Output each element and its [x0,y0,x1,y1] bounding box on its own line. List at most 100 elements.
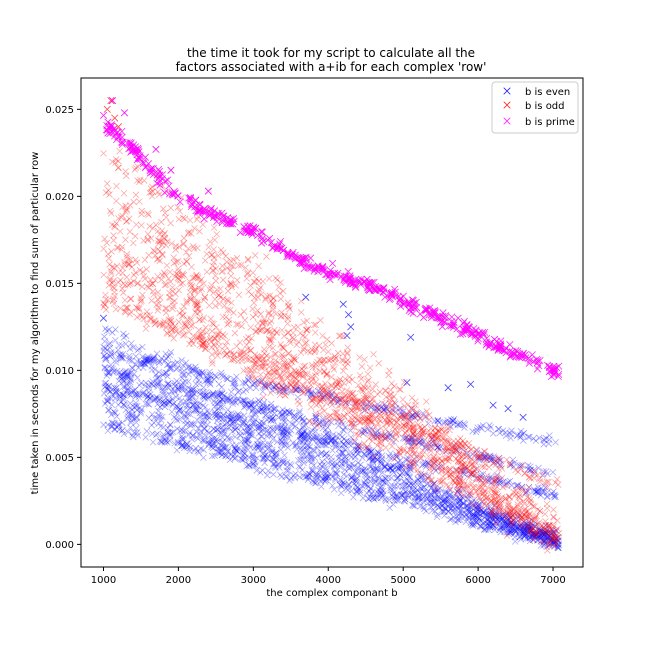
point-b-is-even [540,538,548,546]
point-b-is-even [537,528,545,535]
point-b-is-even [470,513,477,520]
point-b-is-even [298,432,306,439]
point-b-is-even [179,400,186,408]
point-b-is-even [255,424,263,432]
point-b-is-even [196,409,204,417]
point-b-is-even [429,481,437,489]
point-b-is-even [550,539,558,547]
point-b-is-even [303,430,311,437]
point-b-is-even [540,536,548,543]
point-b-is-even [553,527,560,535]
point-b-is-even [353,447,361,455]
point-b-is-even [231,382,238,390]
point-b-is-even [234,388,242,396]
point-b-is-even [140,359,148,367]
point-b-is-even [374,456,382,464]
point-b-is-even [550,529,557,536]
point-b-is-even [524,522,532,529]
point-b-is-even [393,475,401,482]
point-b-is-even [539,530,547,538]
point-b-is-even [414,475,421,482]
point-b-is-even [155,407,162,415]
point-b-is-even [281,419,289,426]
point-b-is-even [212,413,220,420]
point-b-is-even [539,529,547,537]
point-b-is-even [499,525,507,533]
point-b-is-even [299,438,306,446]
point-b-is-even [539,528,547,535]
point-b-is-even [137,379,145,387]
point-b-is-even [421,484,428,491]
point-b-is-even [445,491,453,499]
point-b-is-even [482,512,490,520]
point-b-is-even [293,442,300,449]
point-b-is-even [526,523,534,530]
point-b-is-even [124,370,132,377]
point-b-is-even [195,380,203,388]
point-b-is-even [247,384,254,392]
point-b-is-even [439,497,446,504]
point-b-is-even [214,414,222,422]
point-b-is-even [235,412,242,419]
point-b-is-even [108,351,115,358]
point-b-is-even [278,438,286,445]
point-b-is-even [156,403,164,411]
point-b-is-even [120,369,128,377]
point-b-is-even [245,431,253,438]
point-b-is-even [257,433,265,440]
point-b-is-even [406,473,413,480]
point-b-is-even [122,332,130,340]
point-b-is-even [304,445,311,452]
point-b-is-even [121,368,129,375]
point-b-is-even [179,371,187,379]
point-b-is-even [536,528,543,535]
point-b-is-even [541,533,549,541]
point-b-is-even [401,482,409,490]
point-b-is-even [345,440,352,448]
point-b-is-even [314,442,322,449]
point-b-is-even [103,346,111,354]
point-b-is-even [370,455,377,463]
point-b-is-even [405,488,412,495]
point-b-is-even [488,512,495,520]
point-b-is-even [492,509,500,516]
point-b-is-even [531,532,539,540]
point-b-is-even [210,397,218,404]
point-b-is-even [352,446,360,453]
point-b-is-even [351,462,358,470]
point-b-is-even [282,438,290,446]
point-b-is-even [190,386,197,393]
point-b-is-even [520,529,528,537]
point-b-is-even [145,388,153,396]
point-b-is-even [497,512,505,519]
point-b-is-even [116,373,124,380]
x-tick-label: 4000 [316,575,341,586]
point-b-is-even [406,474,414,481]
point-b-is-even [341,454,349,461]
point-b-is-even [239,420,246,428]
point-b-is-even [311,424,318,431]
point-b-is-even [123,367,130,375]
x-tick-label: 2000 [166,575,191,586]
point-b-is-even [405,463,412,471]
point-b-is-even [297,452,305,459]
point-b-is-even [149,377,156,385]
point-b-is-even [416,489,423,496]
point-b-is-even [189,365,197,373]
point-b-is-even [456,498,464,505]
point-b-is-even [315,434,322,441]
point-b-is-even [538,533,546,541]
point-b-is-even [168,408,176,416]
point-b-is-even [149,355,156,363]
point-b-is-even [502,512,509,519]
point-b-is-even [455,498,463,506]
point-b-is-even [405,482,413,490]
point-b-is-even [102,325,109,332]
point-b-is-even [427,494,435,502]
point-b-is-even [331,437,339,445]
y-tick-label: 0.005 [45,453,74,464]
point-b-is-even [193,374,200,382]
point-b-is-even [544,527,551,534]
point-b-is-even [290,415,298,422]
point-b-is-even [286,430,293,438]
